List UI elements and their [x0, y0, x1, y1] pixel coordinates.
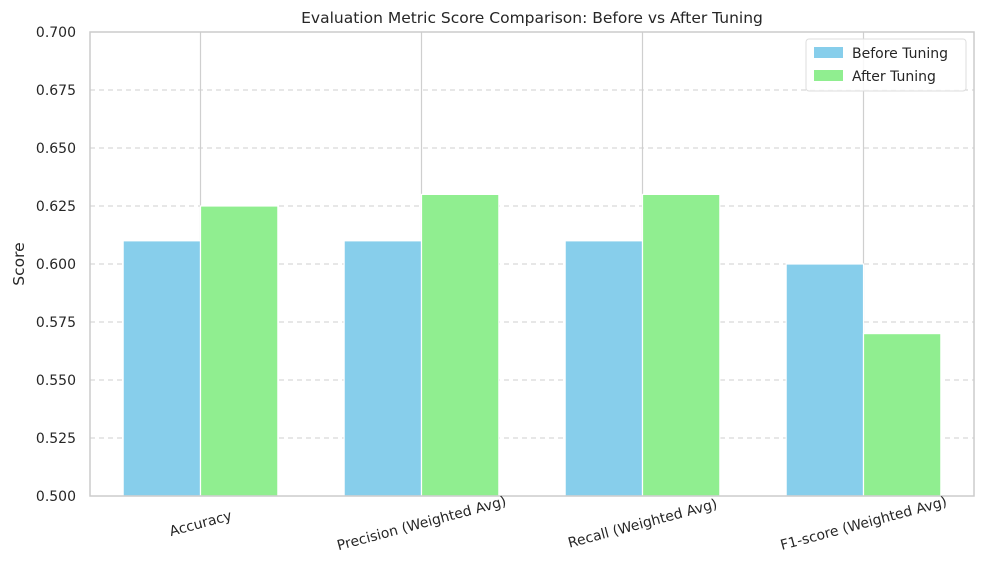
y-tick-label: 0.600 [36, 257, 76, 273]
y-tick-label: 0.700 [36, 25, 76, 41]
legend-swatch [814, 70, 843, 81]
legend: Before Tuning After Tuning [805, 38, 967, 92]
axes-frame [89, 31, 975, 497]
y-axis-title: Score [10, 242, 28, 285]
bar-after-3 [862, 333, 942, 497]
bar-after-0 [199, 205, 279, 497]
legend-label: Before Tuning [852, 46, 948, 62]
bar-after-2 [641, 193, 721, 497]
chart-title: Evaluation Metric Score Comparison: Befo… [301, 9, 763, 27]
bar-before-0 [122, 240, 202, 497]
legend-label: After Tuning [852, 69, 936, 85]
legend-swatch [814, 47, 843, 58]
y-tick-label: 0.575 [36, 315, 76, 331]
y-tick-label: 0.625 [36, 199, 76, 215]
bar-before-2 [564, 240, 644, 497]
y-ticks: 0.500 0.525 0.550 0.575 0.600 0.625 0.650 0.675… [36, 25, 76, 505]
bar-before-3 [785, 263, 865, 497]
y-tick-label: 0.650 [36, 141, 76, 157]
y-tick-label: 0.500 [36, 489, 76, 505]
legend-box [805, 38, 967, 92]
y-tick-label: 0.550 [36, 373, 76, 389]
y-tick-label: 0.525 [36, 431, 76, 447]
y-tick-label: 0.675 [36, 83, 76, 99]
bars [122, 193, 942, 497]
bar-after-1 [420, 193, 500, 497]
bar-before-1 [343, 240, 423, 497]
